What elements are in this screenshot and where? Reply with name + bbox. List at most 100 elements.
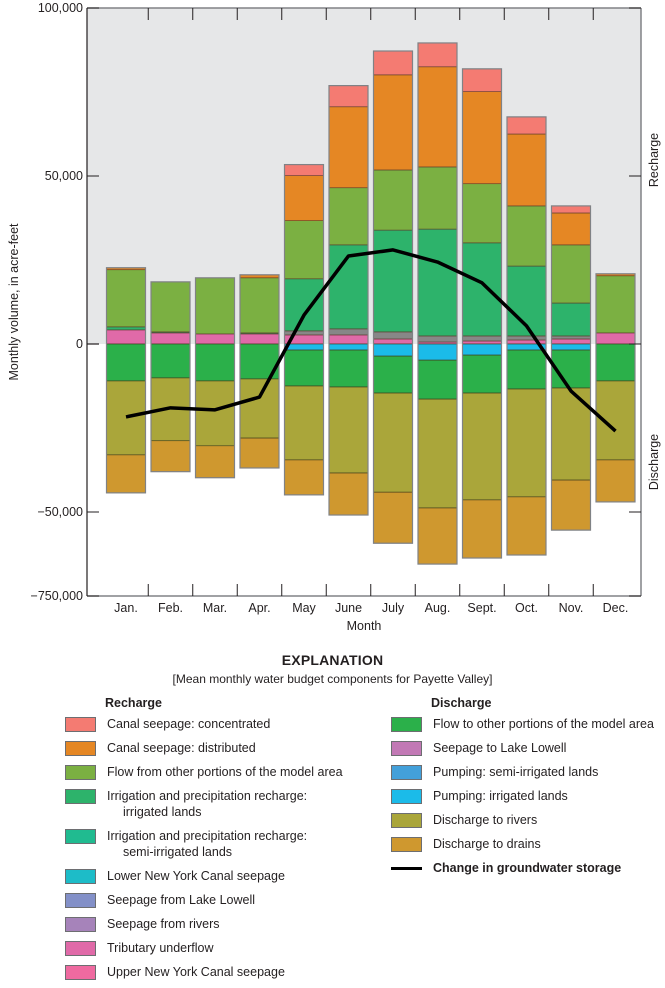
legend-item: Seepage from rivers	[65, 916, 355, 932]
bar-segment-canal-seepage-distributed	[417, 66, 458, 168]
bar-outline	[550, 205, 592, 531]
bar-segment-discharge-to-rivers	[373, 392, 413, 493]
bar-segment-tributary-underflow	[328, 334, 369, 345]
legend-item: Lower New York Canal seepage	[65, 868, 355, 884]
y-tick-label: 100,000	[38, 1, 83, 15]
bar-segment-canal-seepage-concentrated	[551, 205, 591, 214]
legend-swatch	[65, 941, 96, 956]
y-axis-label: Monthly volume, in acre-feet	[7, 223, 21, 381]
legend-item: Pumping: irrigated lands	[391, 788, 665, 804]
bar-segment-irrigation-and-precipitation-recharge-irrigated-lands	[284, 278, 324, 332]
bar-segment-flow-from-other-portions-of-the-model-area	[195, 277, 235, 335]
bar-segment-flow-from-other-portions-of-the-model-area	[506, 205, 547, 267]
bar-outline	[595, 273, 636, 503]
legend-swatch	[391, 789, 422, 804]
bar-outline	[417, 42, 458, 565]
line-swatch	[391, 867, 422, 870]
legend-swatch	[65, 965, 96, 980]
legend-label: Discharge to drains	[433, 837, 541, 851]
bar-segment-flow-to-other-portions-of-the-model-area	[462, 354, 502, 394]
bar-segment-canal-seepage-concentrated	[284, 164, 324, 176]
legend-label: Irrigation and precipitation recharge: s…	[107, 829, 308, 859]
bar-segment-flow-to-other-portions-of-the-model-area	[284, 349, 324, 387]
legend-swatch	[65, 741, 96, 756]
bar-segment-discharge-to-drains	[462, 499, 502, 559]
bar-outline	[328, 85, 369, 516]
legend-swatch	[65, 789, 96, 804]
bar-segment-irrigation-and-precipitation-recharge-irrigated-lands	[551, 302, 591, 337]
legend-label: Discharge to rivers	[433, 813, 538, 827]
bar-outline	[194, 277, 236, 479]
bar-segment-canal-seepage-distributed	[551, 212, 591, 246]
legend-label: Irrigation and precipitation recharge: i…	[107, 789, 308, 819]
bar-segment-tributary-underflow	[551, 338, 591, 345]
legend-item-storage-line: Change in groundwater storage	[391, 860, 665, 876]
bar-segment-flow-to-other-portions-of-the-model-area	[595, 343, 636, 382]
legend-item: Flow from other portions of the model ar…	[65, 764, 355, 780]
x-tick-label: Feb.	[158, 601, 183, 615]
bar-segment-discharge-to-rivers	[239, 378, 280, 439]
bar-segment-irrigation-and-precipitation-recharge-irrigated-lands	[462, 242, 502, 337]
bar-outline	[105, 267, 147, 494]
bar-segment-seepage-from-rivers	[328, 328, 369, 336]
bar-segment-flow-from-other-portions-of-the-model-area	[595, 275, 636, 334]
legend-swatch	[65, 869, 96, 884]
legend-label: Change in groundwater storage	[433, 861, 622, 875]
bar-segment-flow-from-other-portions-of-the-model-area	[284, 220, 324, 280]
bar-segment-discharge-to-rivers	[328, 386, 369, 474]
x-tick-label: Nov.	[559, 601, 584, 615]
bar-segment-discharge-to-rivers	[106, 380, 146, 456]
legend-label: Flow from other portions of the model ar…	[107, 765, 343, 779]
bar-segment-flow-from-other-portions-of-the-model-area	[373, 169, 413, 231]
bar-segment-discharge-to-rivers	[506, 388, 547, 498]
bar-segment-tributary-underflow	[195, 333, 235, 345]
legend-label: Lower New York Canal seepage	[107, 869, 285, 883]
bars-group	[105, 42, 636, 565]
bar-segment-discharge-to-drains	[373, 491, 413, 544]
legend-item: Pumping: semi-irrigated lands	[391, 764, 665, 780]
legend-item: Tributary underflow	[65, 940, 355, 956]
legend-swatch	[65, 829, 96, 844]
x-tick-label: July	[382, 601, 405, 615]
legend-label: Canal seepage: distributed	[107, 741, 256, 755]
legend-item: Canal seepage: concentrated	[65, 716, 355, 732]
legend-item: Seepage to Lake Lowell	[391, 740, 665, 756]
bar-segment-flow-from-other-portions-of-the-model-area	[106, 269, 146, 328]
bar-segment-discharge-to-drains	[195, 445, 235, 479]
bar-segment-flow-to-other-portions-of-the-model-area	[373, 355, 413, 394]
bar-segment-discharge-to-drains	[284, 459, 324, 496]
bar-segment-pumping-irrigated-lands	[373, 343, 413, 357]
bar-outline	[372, 50, 414, 544]
x-tick-label: June	[335, 601, 362, 615]
y-tick-label: −50,000	[37, 505, 83, 519]
bar-segment-tributary-underflow	[462, 340, 502, 345]
bar-segment-flow-from-other-portions-of-the-model-area	[551, 244, 591, 304]
bar-segment-canal-seepage-distributed	[373, 74, 413, 171]
bar-segment-tributary-underflow	[373, 338, 413, 345]
bar-segment-discharge-to-drains	[595, 459, 636, 503]
axes-group: 100,000 50,000 0 −50,000 −750,000 Jan. Feb. Mar…	[31, 1, 642, 615]
legend-swatch	[391, 741, 422, 756]
bar-segment-canal-seepage-distributed	[462, 91, 502, 185]
legend-discharge-column: Discharge Flow to other portions of the …	[391, 696, 665, 884]
bar-segment-tributary-underflow	[106, 329, 146, 345]
legend-swatch	[391, 717, 422, 732]
bar-outline	[283, 163, 325, 496]
bar-segment-discharge-to-drains	[551, 479, 591, 531]
legend-item: Upper New York Canal seepage	[65, 964, 355, 980]
bar-segment-flow-to-other-portions-of-the-model-area	[106, 343, 146, 382]
legend-label: Seepage from Lake Lowell	[107, 893, 256, 907]
legend-label: Seepage from rivers	[107, 917, 220, 931]
legend-discharge-heading: Discharge	[431, 696, 492, 710]
bar-segment-seepage-from-rivers	[417, 335, 458, 343]
legend-item: Canal seepage: distributed	[65, 740, 355, 756]
bar-segment-canal-seepage-distributed	[506, 133, 547, 207]
legend-swatch	[65, 765, 96, 780]
bar-segment-discharge-to-drains	[150, 440, 191, 472]
bar-segment-pumping-irrigated-lands	[462, 343, 502, 356]
bar-segment-flow-from-other-portions-of-the-model-area	[462, 183, 502, 244]
y-tick-label: −750,000	[31, 589, 84, 603]
bar-segment-flow-to-other-portions-of-the-model-area	[195, 343, 235, 382]
x-tick-label: Jan.	[114, 601, 138, 615]
bar-segment-irrigation-and-precipitation-recharge-irrigated-lands	[106, 326, 146, 331]
